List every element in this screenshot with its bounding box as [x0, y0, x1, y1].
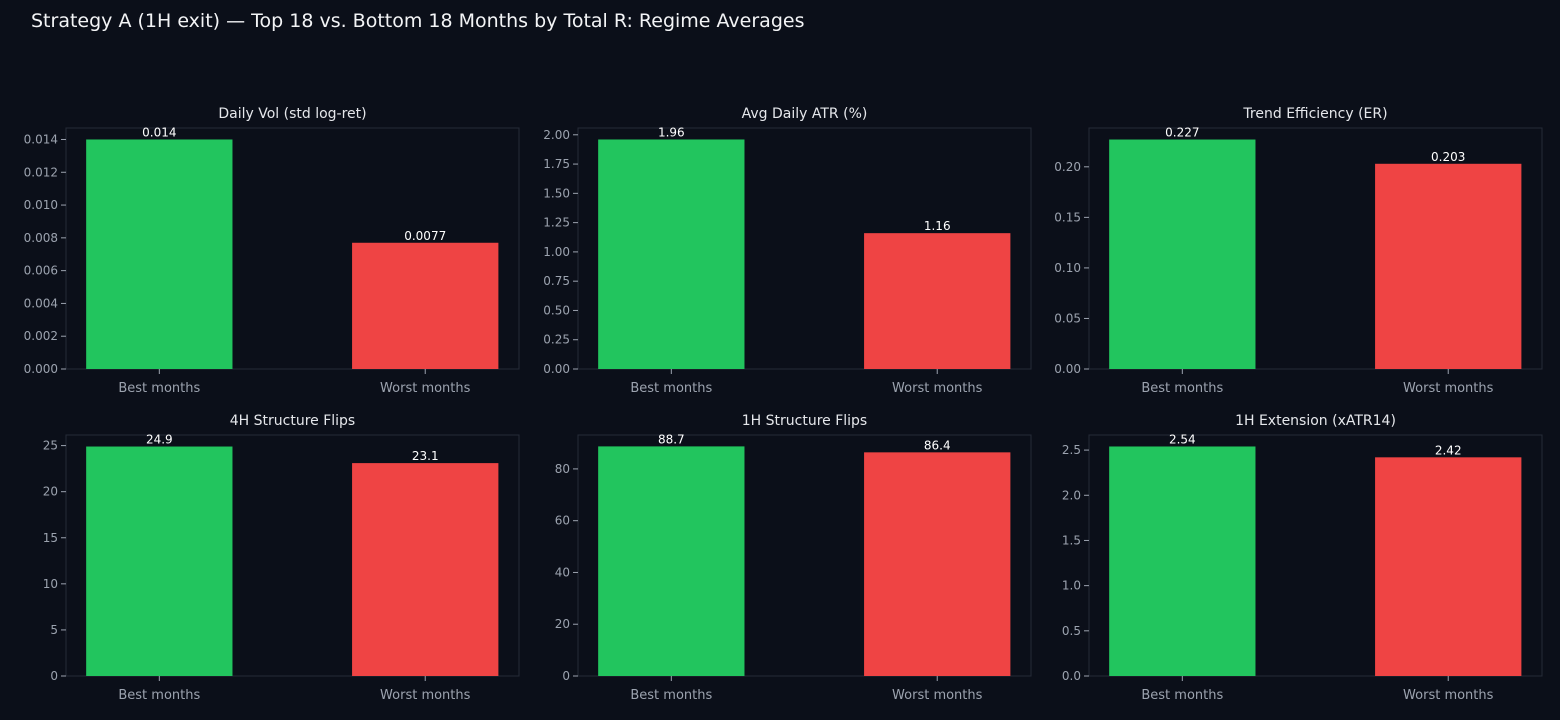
bar-value-label: 86.4	[924, 438, 951, 452]
x-tick-label: Best months	[118, 381, 200, 396]
y-tick-label: 2.0	[1062, 488, 1081, 502]
x-tick-label: Worst months	[1403, 381, 1494, 396]
x-tick-label: Worst months	[380, 688, 471, 703]
y-tick-label: 60	[555, 514, 570, 528]
y-tick-label: 20	[43, 485, 58, 499]
y-tick-label: 1.00	[543, 245, 570, 259]
bar-value-label: 0.203	[1431, 150, 1465, 164]
figure-title: Strategy A (1H exit) — Top 18 vs. Bottom…	[31, 10, 805, 32]
bar-best-months	[86, 446, 233, 676]
y-tick-label: 1.75	[543, 157, 570, 171]
subplot-6: 1H Extension (xATR14) 0.0 0.5 1.0 1.5 2.0 2.5 2…	[1062, 413, 1543, 703]
subplot-4: 4H Structure Flips 0 5 10 15 20 25 24.9 Best mon…	[43, 413, 520, 703]
bar-worst-months	[864, 233, 1011, 369]
bar-value-label: 1.96	[658, 125, 685, 139]
x-tick-label: Worst months	[892, 381, 983, 396]
bar-best-months	[86, 139, 233, 369]
bar-worst-months	[352, 242, 499, 369]
y-tick-label: 0	[562, 669, 570, 683]
bar-best-months	[1109, 446, 1256, 676]
subplot-3: Trend Efficiency (ER) 0.00 0.05 0.10 0.15 0.2…	[1054, 106, 1543, 396]
y-tick-label: 0.10	[1054, 261, 1081, 275]
y-tick-label: 0.008	[24, 231, 58, 245]
y-tick-label: 2.00	[543, 128, 570, 142]
subplot-title: Trend Efficiency (ER)	[1242, 106, 1387, 122]
bar-value-label: 24.9	[146, 433, 173, 447]
y-tick-label: 0.00	[543, 362, 570, 376]
y-tick-label: 0.010	[24, 198, 58, 212]
y-tick-label: 1.50	[543, 186, 570, 200]
y-tick-label: 0	[50, 669, 58, 683]
y-tick-label: 0.05	[1054, 311, 1081, 325]
x-tick-label: Worst months	[1403, 688, 1494, 703]
bar-worst-months	[1375, 457, 1522, 676]
x-tick-label: Best months	[630, 381, 712, 396]
subplot-title: 1H Extension (xATR14)	[1235, 413, 1396, 429]
bar-worst-months	[864, 452, 1011, 676]
x-tick-label: Worst months	[380, 381, 471, 396]
y-tick-label: 0.20	[1054, 160, 1081, 174]
x-tick-label: Best months	[1141, 381, 1223, 396]
bar-worst-months	[1375, 163, 1522, 369]
y-tick-label: 0.75	[543, 274, 570, 288]
y-tick-label: 0.012	[24, 165, 58, 179]
y-tick-label: 80	[555, 462, 570, 476]
x-tick-label: Best months	[118, 688, 200, 703]
bar-value-label: 0.0077	[404, 229, 446, 243]
bar-value-label: 0.014	[142, 125, 176, 139]
y-tick-label: 0.014	[24, 132, 58, 146]
subplot-title: Daily Vol (std log-ret)	[218, 106, 366, 122]
y-tick-label: 10	[43, 577, 58, 591]
x-tick-label: Best months	[1141, 688, 1223, 703]
y-tick-label: 20	[555, 617, 570, 631]
subplot-title: 4H Structure Flips	[230, 413, 355, 429]
y-tick-label: 0.00	[1054, 362, 1081, 376]
y-tick-label: 0.15	[1054, 210, 1081, 224]
y-tick-label: 1.25	[543, 216, 570, 230]
y-tick-label: 1.0	[1062, 579, 1081, 593]
y-tick-label: 2.5	[1062, 443, 1081, 457]
subplot-title: Avg Daily ATR (%)	[742, 106, 868, 122]
y-tick-label: 25	[43, 439, 58, 453]
y-tick-label: 0.25	[543, 333, 570, 347]
bar-best-months	[598, 139, 745, 369]
bar-value-label: 1.16	[924, 219, 951, 233]
subplot-2: Avg Daily ATR (%) 0.00 0.25 0.50 0.75 1.00 1.2…	[543, 106, 1032, 396]
y-tick-label: 0.50	[543, 303, 570, 317]
bar-value-label: 2.42	[1435, 443, 1462, 457]
bar-value-label: 88.7	[658, 432, 685, 446]
bar-best-months	[1109, 139, 1256, 369]
y-tick-label: 1.5	[1062, 533, 1081, 547]
y-tick-label: 0.000	[24, 362, 58, 376]
x-tick-label: Best months	[630, 688, 712, 703]
bar-value-label: 2.54	[1169, 432, 1196, 446]
bar-worst-months	[352, 463, 499, 676]
y-tick-label: 15	[43, 531, 58, 545]
bar-best-months	[598, 446, 745, 676]
subplot-1: Daily Vol (std log-ret) 0.000 0.002 0.004 0.…	[24, 106, 520, 396]
y-tick-label: 5	[50, 623, 58, 637]
y-tick-label: 0.002	[24, 329, 58, 343]
y-tick-label: 0.006	[24, 264, 58, 278]
y-tick-label: 40	[555, 565, 570, 579]
bar-value-label: 23.1	[412, 449, 439, 463]
y-tick-label: 0.0	[1062, 669, 1081, 683]
y-tick-label: 0.004	[24, 296, 58, 310]
y-tick-label: 0.5	[1062, 624, 1081, 638]
subplot-5: 1H Structure Flips 0 20 40 60 80 88.7 Best mont…	[555, 413, 1032, 703]
subplot-title: 1H Structure Flips	[742, 413, 867, 429]
x-tick-label: Worst months	[892, 688, 983, 703]
bar-value-label: 0.227	[1165, 126, 1199, 140]
